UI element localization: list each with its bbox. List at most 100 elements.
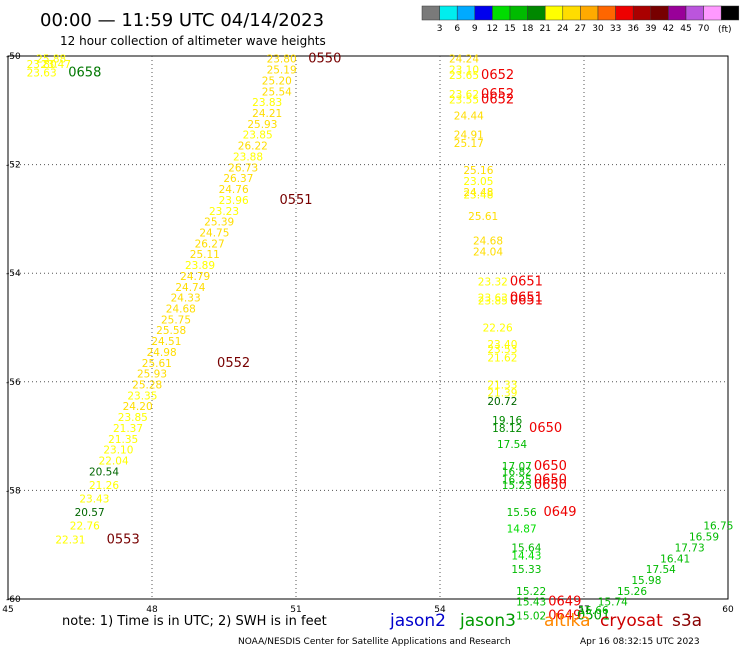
- wave-height-label: 25.28: [132, 380, 162, 392]
- colorbar-swatch: [527, 5, 546, 21]
- legend-entry-jason2: jason2: [389, 611, 446, 631]
- pass-time-label: 0649: [548, 595, 581, 610]
- pass-time-label: 0651: [510, 274, 543, 289]
- colorbar-swatch: [544, 5, 564, 21]
- wave-height-label: 24.76: [219, 184, 249, 196]
- x-tick-label: 60: [722, 605, 734, 615]
- pass-time-label: 0652: [481, 92, 514, 107]
- wave-height-label: 23.40: [487, 339, 517, 351]
- colorbar-tick-label: 70: [698, 24, 710, 34]
- wave-height-label: 25.75: [161, 314, 191, 326]
- wave-height-label: 17.54: [646, 564, 676, 576]
- colorbar-tick-label: 42: [663, 24, 674, 34]
- pass-time-label: 0649: [543, 505, 576, 520]
- wave-height-label: 17.07: [502, 461, 532, 473]
- x-tick-label: 57: [578, 605, 589, 615]
- colorbar-swatch: [650, 5, 669, 21]
- colorbar-tick-label: 39: [645, 24, 657, 34]
- wave-height-label: 21.62: [487, 352, 517, 364]
- wave-height-label: 24.68: [473, 236, 503, 248]
- wave-height-label: 24.98: [147, 347, 177, 359]
- wave-height-label: 25.93: [137, 369, 167, 381]
- wave-height-label: 19.16: [492, 415, 522, 427]
- y-tick-label: -52: [6, 161, 21, 171]
- wave-height-label: 23.88: [233, 151, 263, 163]
- wave-height-label: 15.43: [516, 597, 546, 609]
- colorbar-swatch: [720, 5, 740, 21]
- wave-height-label: 23.63: [27, 67, 57, 79]
- y-tick-label: -56: [6, 378, 21, 388]
- wave-height-label: 14.43: [511, 551, 541, 563]
- chart-title: 00:00 — 11:59 UTC 04/14/2023: [40, 10, 324, 31]
- colorbar-unit-label: (ft): [718, 25, 732, 35]
- wave-height-label: 23.65: [449, 70, 479, 82]
- colorbar-swatch: [456, 5, 476, 21]
- y-tick-label: -60: [6, 595, 21, 605]
- wave-height-label: 25.17: [454, 138, 484, 150]
- legend-entry-cryosat: cryosat: [600, 611, 663, 631]
- wave-height-label: 16.75: [703, 521, 733, 533]
- wave-height-label: 15.33: [511, 564, 541, 576]
- pass-time-label: 0550: [308, 52, 341, 67]
- pass-time-label: 0652: [481, 87, 514, 102]
- colorbar-swatch: [439, 5, 458, 21]
- wave-height-label: 23.43: [79, 494, 109, 506]
- wave-height-label: 15.66: [579, 605, 609, 617]
- wave-height-label: 23.83: [252, 97, 282, 109]
- wave-height-label: 23.10: [449, 65, 479, 77]
- grid-lines: [8, 56, 728, 599]
- colorbar-swatch: [597, 5, 616, 21]
- color-scale-bar: 3 6 9 12 15 18 21 24 27 30 33 36 39 42 45 70: [421, 5, 740, 34]
- colorbar-swatch: [492, 5, 511, 21]
- colorbar-swatch: [685, 5, 704, 21]
- footer-credit: NOAA/NESDIS Center for Satellite Applica…: [238, 637, 511, 647]
- wave-height-label: 23.23: [209, 206, 239, 218]
- wave-height-label: 26.37: [223, 173, 253, 185]
- wave-height-label: 22.04: [99, 456, 129, 468]
- wave-height-label: 14.87: [507, 523, 537, 535]
- pass-time-label: 0658: [68, 65, 101, 80]
- wave-height-label: 24.21: [252, 108, 282, 120]
- pass-time-label: 0649: [548, 608, 581, 623]
- wave-height-label: 23.48: [463, 189, 493, 201]
- wave-height-label: 23.96: [219, 195, 249, 207]
- colorbar-swatch: [632, 5, 652, 21]
- wave-height-label: 23.85: [478, 295, 508, 307]
- y-tick-label: -58: [6, 486, 21, 496]
- wave-height-label: 15.22: [516, 586, 546, 598]
- wave-height-label: 20.57: [75, 507, 105, 519]
- wave-height-label: 25.93: [247, 119, 277, 131]
- wave-height-label: 21.26: [89, 480, 119, 492]
- colorbar-swatch: [421, 5, 440, 21]
- legend-entry-s3a: s3a: [672, 611, 702, 631]
- plot-area: 45 48 51 54 57 60-50-52-54-56-58-60 23.6323.8…: [2, 52, 734, 624]
- wave-height-label: 20.54: [89, 466, 119, 478]
- wave-height-label: 17.54: [497, 439, 527, 451]
- colorbar-tick-label: 30: [592, 24, 604, 34]
- wave-height-label: 23.85: [243, 130, 273, 142]
- wave-height-label: 26.22: [238, 141, 268, 153]
- colorbar-swatch: [668, 5, 687, 21]
- wave-height-label: 24.74: [175, 282, 205, 294]
- wave-height-label: 15.23: [502, 480, 532, 492]
- wave-height-label: 16.82: [502, 466, 532, 478]
- legend-entry-altika: altika: [544, 611, 591, 631]
- wave-height-label: 24.44: [454, 111, 484, 123]
- colorbar-tick-label: 36: [627, 24, 639, 34]
- wave-height-label: 21.35: [108, 434, 138, 446]
- wave-height-label: 16.59: [689, 532, 719, 544]
- y-tick-label: -54: [6, 269, 21, 279]
- wave-height-label: 23.55: [449, 94, 479, 106]
- colorbar-tick-label: 18: [522, 24, 534, 34]
- pass-time-label: 0651: [510, 293, 543, 308]
- colorbar-swatch: [703, 5, 722, 21]
- wave-height-label: 24.51: [151, 336, 181, 348]
- wave-height-label: 25.11: [190, 249, 220, 261]
- wave-height-label: 25.88: [36, 54, 66, 66]
- wave-height-label: 23.80: [267, 54, 297, 66]
- legend-entry-jason3: jason3: [459, 611, 516, 631]
- pass-time-label: 0553: [107, 532, 140, 547]
- wave-height-label: 23.62: [449, 89, 479, 101]
- wave-height-label: 15.56: [507, 507, 537, 519]
